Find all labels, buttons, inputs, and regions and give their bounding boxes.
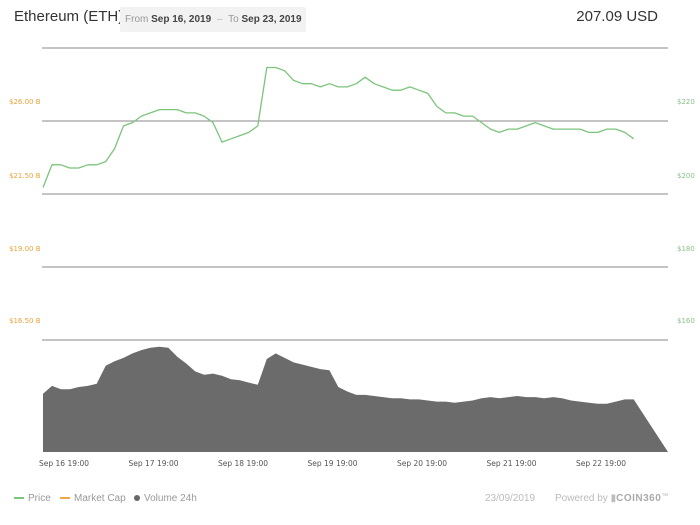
left-axis-tick: $19.00 B (9, 245, 41, 253)
footer-date: 23/09/2019 (485, 493, 536, 504)
x-axis-tick: Sep 20 19:00 (397, 459, 447, 468)
volume-area (43, 346, 668, 452)
volume-swatch (134, 495, 140, 502)
powered-by: Powered by ▮COIN360™ (555, 493, 668, 504)
coin360-logo-text: COIN360 (616, 493, 662, 504)
legend-price-label: Price (28, 493, 51, 504)
chart-title: Ethereum (ETH) (14, 8, 124, 25)
chart-header: Ethereum (ETH) From Sep 16, 2019 – To Se… (0, 0, 700, 40)
volume-area-group (43, 346, 668, 452)
price-volume-chart: $26.00 B $21.50 B $19.00 B $16.50 B $220 $20… (9, 47, 695, 468)
legend-volume-label: Volume 24h (144, 493, 197, 504)
x-axis-tick: Sep 21 19:00 (487, 459, 537, 468)
x-axis-tick: Sep 22 19:00 (576, 459, 626, 468)
right-axis: $220 $200 $180 $160 (677, 98, 695, 325)
date-range-picker[interactable]: From Sep 16, 2019 – To Sep 23, 2019 (120, 7, 306, 32)
price-swatch (14, 497, 24, 500)
x-axis-tick: Sep 18 19:00 (218, 459, 268, 468)
left-axis: $26.00 B $21.50 B $19.00 B $16.50 B (9, 98, 41, 325)
right-axis-tick: $200 (677, 172, 695, 180)
legend-price[interactable]: Price (14, 493, 51, 504)
range-separator: – (216, 14, 223, 25)
range-from-date: Sep 16, 2019 (151, 14, 212, 25)
range-from-label: From (125, 14, 149, 25)
x-axis-tick: Sep 16 19:00 (39, 459, 89, 468)
legend-volume[interactable]: Volume 24h (134, 493, 197, 504)
right-axis-tick: $160 (677, 317, 695, 325)
legend-market-cap-label: Market Cap (74, 493, 126, 504)
price-line (42, 66, 635, 188)
range-to-date: Sep 23, 2019 (241, 14, 302, 25)
right-axis-tick: $220 (677, 98, 695, 106)
chart-footer: Price Market Cap Volume 24h 23/09/2019 P… (0, 490, 700, 510)
legend-market-cap[interactable]: Market Cap (60, 493, 126, 504)
powered-by-text: Powered by (555, 493, 608, 504)
x-axis-tick: Sep 17 19:00 (129, 459, 179, 468)
right-axis-tick: $180 (677, 245, 695, 253)
left-axis-tick: $21.50 B (9, 172, 41, 180)
current-price: 207.09 USD (576, 8, 658, 25)
left-axis-tick: $26.00 B (9, 98, 41, 106)
trademark-icon: ™ (661, 493, 669, 500)
grid-lines (42, 47, 668, 341)
market-cap-swatch (60, 497, 70, 500)
coin360-logo-icon: ▮ (610, 493, 617, 504)
x-axis-tick: Sep 19 19:00 (308, 459, 358, 468)
range-to-label: To (228, 14, 239, 25)
x-axis: Sep 16 19:00 Sep 17 19:00 Sep 18 19:00 Sep … (39, 459, 626, 468)
left-axis-tick: $16.50 B (9, 317, 41, 325)
price-line-group (42, 66, 635, 188)
